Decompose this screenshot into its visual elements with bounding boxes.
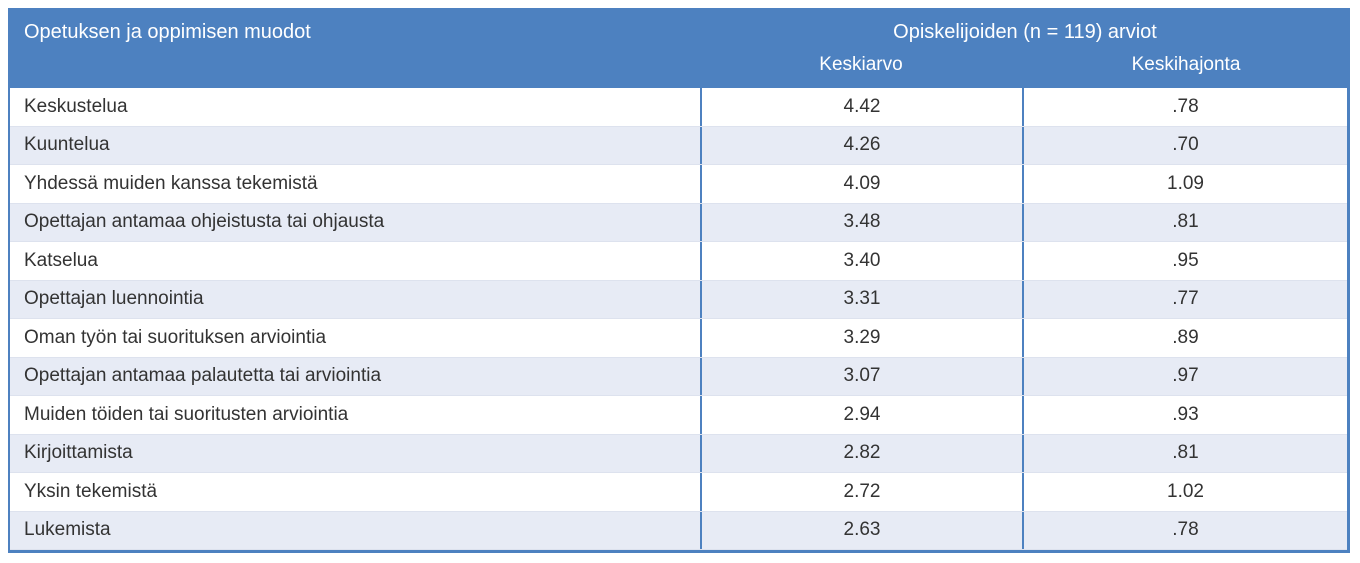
table-row: Yksin tekemistä 2.72 1.02	[10, 473, 1347, 511]
table-row: Opettajan luennointia 3.31 .77	[10, 279, 1347, 319]
row-sd-value: 1.02	[1022, 473, 1347, 511]
results-table: Opetuksen ja oppimisen muodot Opiskelijo…	[8, 8, 1350, 553]
table-row: Yhdessä muiden kanssa tekemistä 4.09 1.0…	[10, 165, 1347, 203]
table-header-mean: Keskiarvo	[819, 54, 903, 75]
row-label: Opettajan antamaa ohjeistusta tai ohjaus…	[24, 211, 385, 233]
row-mean-value: 2.63	[700, 511, 1022, 549]
row-sd-value: .81	[1022, 434, 1347, 472]
row-mean-value: 3.07	[700, 357, 1022, 395]
row-mean-value: 4.09	[700, 165, 1022, 203]
row-label: Keskustelua	[24, 95, 128, 117]
row-sd-value: .93	[1022, 396, 1347, 434]
row-label: Kirjoittamista	[24, 442, 133, 464]
row-mean-value: 2.72	[700, 473, 1022, 511]
table-header-sub-row: Keskiarvo Keskihajonta	[8, 48, 1350, 88]
table-header: Opetuksen ja oppimisen muodot Opiskelijo…	[8, 8, 1350, 88]
row-label: Katselua	[24, 249, 98, 271]
row-mean-value: 4.26	[700, 126, 1022, 164]
table-row: Muiden töiden tai suoritusten arviointia…	[10, 396, 1347, 434]
row-mean-value: 3.29	[700, 319, 1022, 357]
row-sd-value: .95	[1022, 242, 1347, 280]
row-mean-value: 4.42	[700, 88, 1022, 126]
row-label: Yksin tekemistä	[24, 480, 158, 502]
table-row: Kirjoittamista 2.82 .81	[10, 433, 1347, 473]
row-mean-value: 3.48	[700, 203, 1022, 241]
row-sd-value: .78	[1022, 511, 1347, 549]
table-row: Lukemista 2.63 .78	[10, 510, 1347, 550]
table-row: Katselua 3.40 .95	[10, 242, 1347, 280]
table-row: Oman työn tai suorituksen arviointia 3.2…	[10, 319, 1347, 357]
table-header-group-title: Opiskelijoiden (n = 119) arviot	[893, 20, 1157, 43]
row-label: Oman työn tai suorituksen arviointia	[24, 326, 327, 348]
row-mean-value: 3.31	[700, 280, 1022, 318]
table-row: Opettajan antamaa ohjeistusta tai ohjaus…	[10, 202, 1347, 242]
row-sd-value: .70	[1022, 126, 1347, 164]
table-header-sd: Keskihajonta	[1131, 54, 1241, 75]
row-sd-value: .97	[1022, 357, 1347, 395]
row-label: Muiden töiden tai suoritusten arviointia	[24, 403, 349, 425]
row-label: Opettajan antamaa palautetta tai arvioin…	[24, 365, 382, 387]
row-mean-value: 3.40	[700, 242, 1022, 280]
row-label: Opettajan luennointia	[24, 288, 204, 310]
row-label: Yhdessä muiden kanssa tekemistä	[24, 172, 318, 194]
table-body: Keskustelua 4.42 .78 Kuuntelua 4.26 .70 …	[10, 88, 1347, 550]
row-label: Lukemista	[24, 519, 111, 541]
row-mean-value: 2.94	[700, 396, 1022, 434]
table-row: Opettajan antamaa palautetta tai arvioin…	[10, 356, 1347, 396]
table-row: Keskustelua 4.42 .78	[10, 88, 1347, 126]
table-header-top-row: Opetuksen ja oppimisen muodot Opiskelijo…	[8, 8, 1350, 48]
row-sd-value: .78	[1022, 88, 1347, 126]
row-label: Kuuntelua	[24, 134, 110, 156]
row-mean-value: 2.82	[700, 434, 1022, 472]
row-sd-value: .81	[1022, 203, 1347, 241]
row-sd-value: .77	[1022, 280, 1347, 318]
row-sd-value: .89	[1022, 319, 1347, 357]
table-header-forms-title: Opetuksen ja oppimisen muodot	[24, 20, 311, 43]
table-row: Kuuntelua 4.26 .70	[10, 125, 1347, 165]
row-sd-value: 1.09	[1022, 165, 1347, 203]
